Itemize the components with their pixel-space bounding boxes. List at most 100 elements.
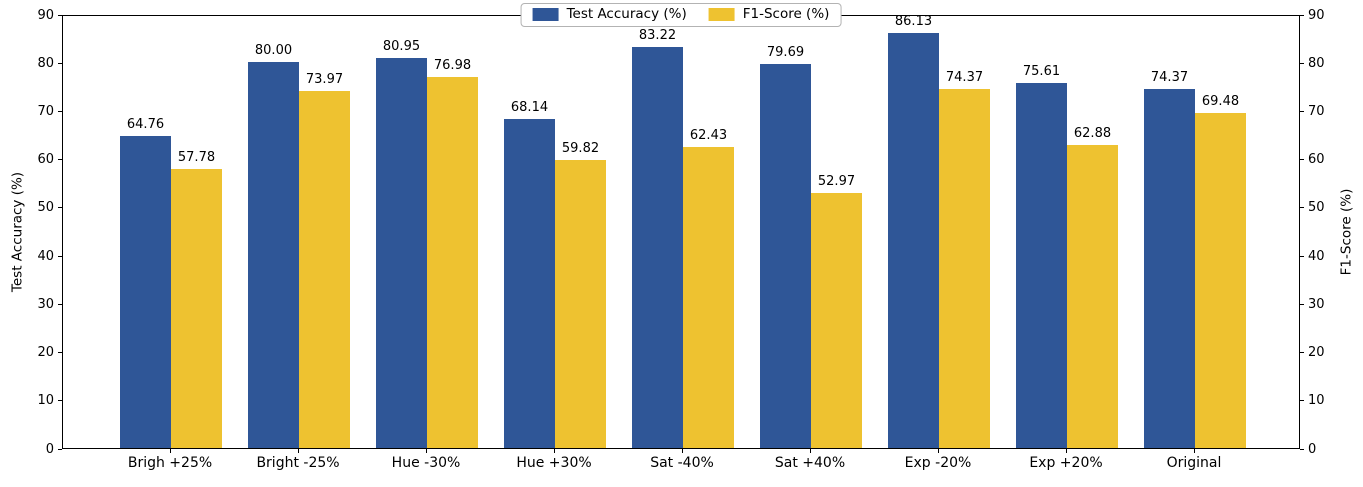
- y-tick-mark-left: [58, 448, 62, 450]
- bar-value-label: 52.97: [817, 173, 856, 189]
- y-tick-mark-right: [1300, 62, 1304, 64]
- y-tick-label-right: 90: [1308, 7, 1325, 23]
- y-tick-mark-left: [58, 207, 62, 209]
- x-tick-mark: [426, 449, 427, 453]
- bar-test-accuracy: [504, 119, 555, 448]
- bar-test-accuracy: [632, 46, 683, 448]
- left-axis-title: Test Accuracy (%): [9, 171, 26, 293]
- x-tick-label: Sat -40%: [650, 455, 714, 471]
- y-tick-mark-right: [1300, 400, 1304, 402]
- y-tick-mark-left: [58, 159, 62, 161]
- x-tick-label: Exp -20%: [904, 455, 972, 471]
- y-tick-label-left: 60: [37, 152, 54, 168]
- bar-f1-score: [555, 159, 606, 448]
- y-tick-label-right: 0: [1308, 441, 1317, 457]
- x-tick-mark: [298, 449, 299, 453]
- x-tick-mark: [938, 449, 939, 453]
- bar-f1-score: [683, 146, 734, 448]
- x-tick-label: Original: [1166, 455, 1222, 471]
- bar-f1-score: [299, 91, 350, 448]
- bar-value-label: 80.95: [382, 38, 421, 54]
- bar-f1-score: [811, 192, 862, 448]
- x-tick-label: Exp +20%: [1029, 455, 1103, 471]
- legend-item: Test Accuracy (%): [532, 6, 687, 22]
- bar-test-accuracy: [888, 32, 939, 448]
- bar-value-label: 75.61: [1022, 64, 1061, 80]
- x-tick-mark: [170, 449, 171, 453]
- y-tick-mark-right: [1300, 448, 1304, 450]
- bar-test-accuracy: [1016, 83, 1067, 448]
- legend-swatch-accuracy: [532, 8, 559, 22]
- y-tick-label-left: 80: [37, 55, 54, 71]
- x-tick-label: Hue -30%: [391, 455, 461, 471]
- y-tick-mark-left: [58, 303, 62, 305]
- y-tick-mark-left: [58, 400, 62, 402]
- y-tick-label-right: 60: [1308, 152, 1325, 168]
- bar-value-label: 68.14: [510, 100, 549, 116]
- bar-value-label: 86.13: [894, 13, 933, 29]
- bar-value-label: 80.00: [254, 43, 293, 59]
- y-tick-label-left: 30: [37, 296, 54, 312]
- bar-value-label: 64.76: [126, 116, 165, 132]
- legend: Test Accuracy (%) F1-Score (%): [520, 3, 842, 27]
- y-tick-label-right: 30: [1308, 296, 1325, 312]
- x-tick-mark: [1194, 449, 1195, 453]
- bar-test-accuracy: [120, 135, 171, 448]
- y-tick-label-left: 90: [37, 7, 54, 23]
- y-tick-label-left: 0: [45, 441, 54, 457]
- y-tick-label-right: 70: [1308, 103, 1325, 119]
- x-tick-label: Hue +30%: [516, 455, 592, 471]
- y-tick-label-left: 50: [37, 200, 54, 216]
- legend-label: F1-Score (%): [742, 6, 830, 22]
- x-tick-mark: [682, 449, 683, 453]
- bar-f1-score: [427, 76, 478, 448]
- y-tick-mark-left: [58, 14, 62, 16]
- y-tick-mark-right: [1300, 255, 1304, 257]
- y-tick-mark-left: [58, 352, 62, 354]
- legend-swatch-f1: [708, 8, 735, 22]
- x-tick-mark: [554, 449, 555, 453]
- bar-test-accuracy: [248, 62, 299, 448]
- bar-value-label: 83.22: [638, 27, 677, 43]
- x-tick-mark: [810, 449, 811, 453]
- legend-label: Test Accuracy (%): [566, 6, 687, 22]
- x-tick-label: Sat +40%: [774, 455, 846, 471]
- y-tick-label-left: 40: [37, 248, 54, 264]
- bar-value-label: 74.37: [1150, 70, 1189, 86]
- bar-f1-score: [939, 89, 990, 448]
- bar-value-label: 62.88: [1073, 125, 1112, 141]
- y-tick-label-right: 50: [1308, 200, 1325, 216]
- y-tick-label-right: 10: [1308, 393, 1325, 409]
- x-tick-mark: [1066, 449, 1067, 453]
- x-tick-label: Brigh +25%: [127, 455, 213, 471]
- bar-test-accuracy: [376, 57, 427, 448]
- bar-value-label: 79.69: [766, 44, 805, 60]
- bar-value-label: 62.43: [689, 127, 728, 143]
- bar-value-label: 59.82: [561, 140, 600, 156]
- y-tick-mark-right: [1300, 159, 1304, 161]
- bar-test-accuracy: [1144, 89, 1195, 448]
- y-tick-mark-right: [1300, 207, 1304, 209]
- y-tick-label-right: 40: [1308, 248, 1325, 264]
- bar-f1-score: [1067, 144, 1118, 448]
- bar-value-label: 76.98: [433, 57, 472, 73]
- y-tick-label-left: 10: [37, 393, 54, 409]
- bar-value-label: 73.97: [305, 72, 344, 88]
- bar-f1-score: [171, 169, 222, 448]
- y-tick-mark-left: [58, 62, 62, 64]
- y-tick-label-left: 20: [37, 345, 54, 361]
- y-tick-mark-right: [1300, 352, 1304, 354]
- bar-value-label: 69.48: [1201, 93, 1240, 109]
- bar-f1-score: [1195, 112, 1246, 448]
- y-tick-label-left: 70: [37, 103, 54, 119]
- y-tick-label-right: 20: [1308, 345, 1325, 361]
- y-tick-mark-right: [1300, 14, 1304, 16]
- y-tick-mark-left: [58, 110, 62, 112]
- y-tick-mark-right: [1300, 303, 1304, 305]
- y-tick-mark-right: [1300, 110, 1304, 112]
- y-tick-mark-left: [58, 255, 62, 257]
- legend-item: F1-Score (%): [708, 6, 830, 22]
- bar-value-label: 74.37: [945, 70, 984, 86]
- x-tick-label: Bright -25%: [256, 455, 340, 471]
